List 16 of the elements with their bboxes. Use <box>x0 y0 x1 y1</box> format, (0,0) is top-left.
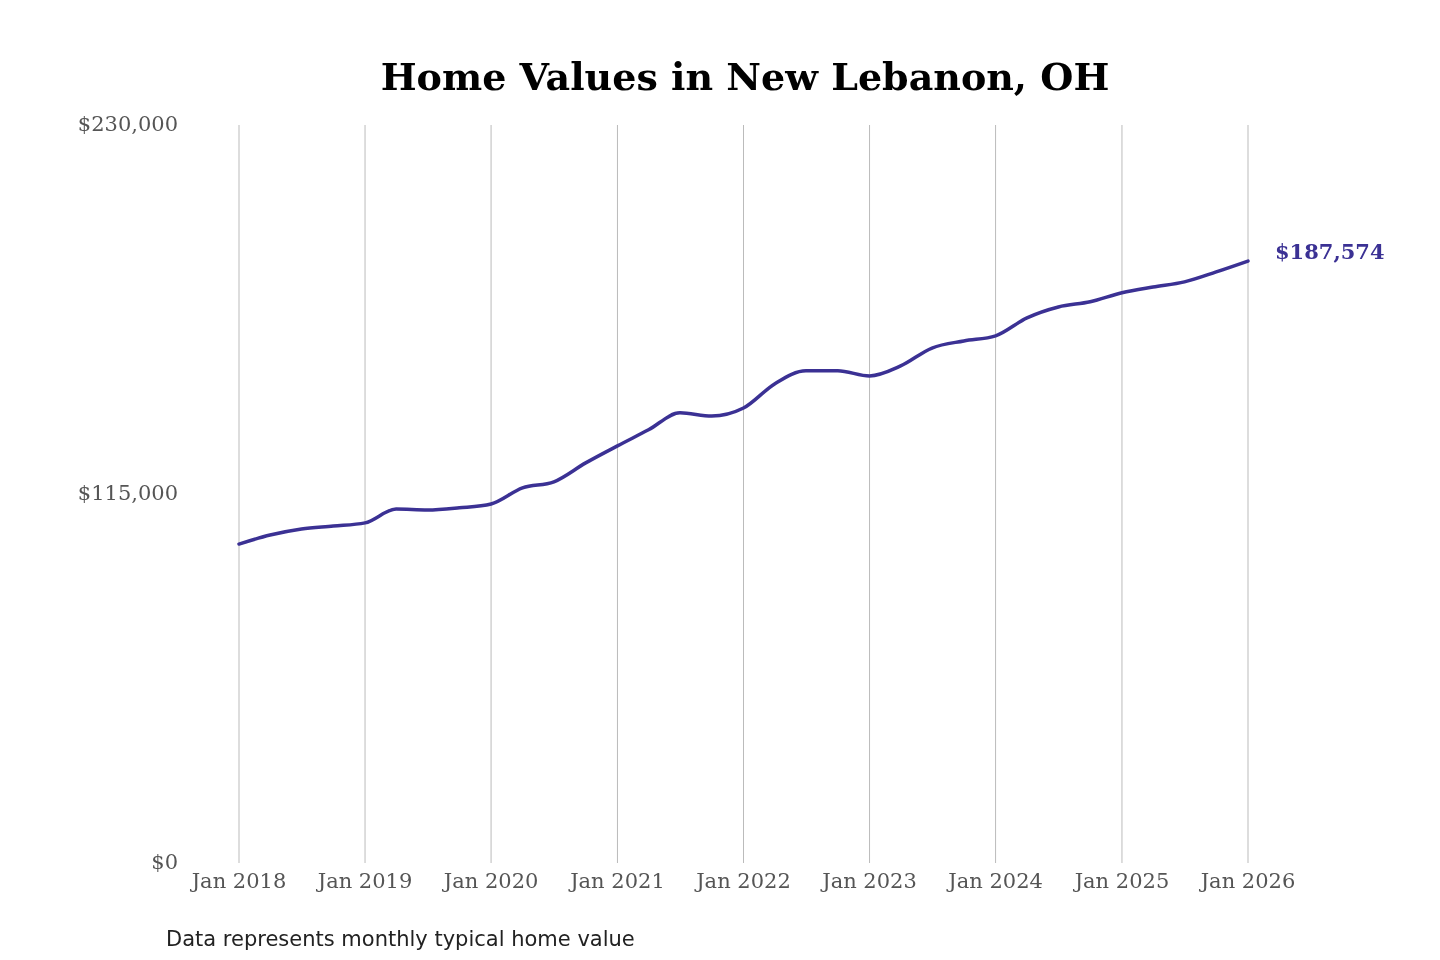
x-tick-label: Jan 2020 <box>441 869 539 893</box>
text: Data represents monthly typical home value <box>166 927 635 951</box>
annotation: $187,574 <box>1275 239 1385 265</box>
x-tick-label: Jan 2019 <box>315 869 413 893</box>
y-tick-label: $0 <box>151 849 178 874</box>
x-tick-label: Jan 2025 <box>1072 869 1170 893</box>
line-series <box>237 259 1250 546</box>
y-tick-label: $115,000 <box>77 480 178 505</box>
x-tick-label: Jan 2026 <box>1198 869 1296 893</box>
x-tick-label: Jan 2023 <box>820 869 917 893</box>
x-tick-label: Jan 2021 <box>568 869 665 893</box>
x-tick-label: Jan 2018 <box>189 869 287 893</box>
x-tick-label: Jan 2024 <box>946 869 1043 893</box>
x-tick-label: Jan 2022 <box>694 869 791 893</box>
chart-title: Home Values in New Lebanon, OH <box>380 54 1110 99</box>
y-tick-label: $230,000 <box>77 111 178 136</box>
